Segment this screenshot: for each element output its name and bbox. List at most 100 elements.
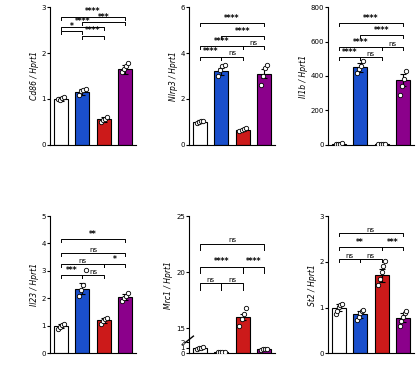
Point (102, 316, 108, 322)
Bar (257, 74, 271, 145)
Point (264, 61, 270, 67)
Point (240, 311, 247, 317)
Point (242, 305, 249, 311)
Bar (332, 308, 346, 353)
Point (377, 276, 383, 282)
Point (398, 318, 405, 324)
Point (200, 118, 206, 124)
Text: ****: **** (352, 38, 368, 46)
Text: ****: **** (342, 48, 357, 57)
Point (240, 126, 247, 132)
Point (56, 324, 63, 330)
Text: ns: ns (228, 50, 236, 56)
Point (396, 323, 403, 329)
Bar (353, 67, 367, 145)
Point (260, 73, 266, 79)
Text: ns: ns (367, 51, 375, 57)
Text: ns: ns (89, 247, 97, 253)
Point (403, 68, 410, 74)
Bar (353, 314, 367, 353)
Text: ns: ns (78, 258, 87, 264)
Point (76, 293, 82, 298)
Point (257, 347, 264, 353)
Point (119, 70, 125, 75)
Y-axis label: Mrc1 / Hprt1: Mrc1 / Hprt1 (164, 261, 173, 309)
Bar (97, 120, 111, 145)
Text: ns: ns (89, 269, 97, 275)
Point (76, 92, 82, 98)
Bar (75, 92, 89, 145)
Point (396, 92, 403, 98)
Point (221, 349, 228, 355)
Point (403, 308, 410, 314)
Point (357, 310, 364, 316)
Point (82, 86, 89, 92)
Point (334, 308, 341, 314)
Point (337, 302, 344, 308)
Point (238, 127, 245, 133)
Point (121, 66, 127, 72)
Point (80, 87, 87, 93)
Point (339, 301, 345, 307)
Point (196, 345, 202, 351)
Text: ****: **** (363, 14, 379, 22)
Point (236, 323, 243, 329)
Point (339, 141, 345, 146)
Text: ****: **** (246, 257, 261, 266)
Text: **: ** (357, 238, 364, 247)
Point (102, 116, 108, 121)
Text: ns: ns (206, 277, 215, 283)
Bar (396, 80, 410, 145)
Text: *: * (70, 22, 74, 31)
Point (382, 141, 388, 146)
Y-axis label: Cd86 / Hprt1: Cd86 / Hprt1 (30, 52, 39, 100)
Bar (236, 317, 250, 353)
Bar (257, 349, 271, 353)
Point (360, 307, 367, 313)
Point (380, 141, 386, 147)
Point (61, 93, 68, 99)
Y-axis label: Nlrp3 / Hprt1: Nlrp3 / Hprt1 (168, 51, 178, 101)
Point (97, 119, 104, 125)
Point (215, 73, 222, 79)
Point (399, 83, 405, 89)
Text: ns: ns (388, 40, 396, 46)
Bar (193, 122, 207, 145)
Point (99, 318, 106, 324)
Bar (75, 289, 89, 353)
Point (377, 141, 384, 147)
Point (104, 114, 110, 120)
Point (336, 304, 342, 309)
Point (375, 141, 382, 147)
Point (356, 66, 362, 72)
Text: ***: *** (66, 266, 77, 275)
Text: ****: **** (374, 25, 389, 35)
Text: ****: **** (85, 7, 101, 16)
Point (355, 314, 362, 320)
Point (78, 88, 84, 93)
Point (334, 141, 341, 147)
Point (264, 346, 270, 352)
Point (217, 67, 224, 73)
Point (59, 95, 65, 100)
Text: ns: ns (249, 40, 257, 46)
Point (125, 290, 132, 296)
Text: ****: **** (85, 26, 101, 35)
Y-axis label: Il23 / Hprt1: Il23 / Hprt1 (30, 263, 39, 306)
Text: *: * (112, 255, 116, 264)
Text: ***: *** (98, 13, 110, 22)
Point (80, 282, 87, 287)
Text: ns: ns (346, 253, 354, 259)
Text: ****: **** (214, 37, 229, 46)
Text: ****: **** (203, 47, 218, 56)
Bar (396, 318, 410, 353)
Text: ****: **** (214, 257, 229, 266)
Point (61, 322, 68, 328)
Point (238, 316, 245, 322)
Point (242, 125, 249, 131)
Point (360, 58, 367, 64)
Point (121, 296, 127, 301)
Point (221, 61, 228, 67)
Point (59, 322, 65, 328)
Point (380, 263, 387, 269)
